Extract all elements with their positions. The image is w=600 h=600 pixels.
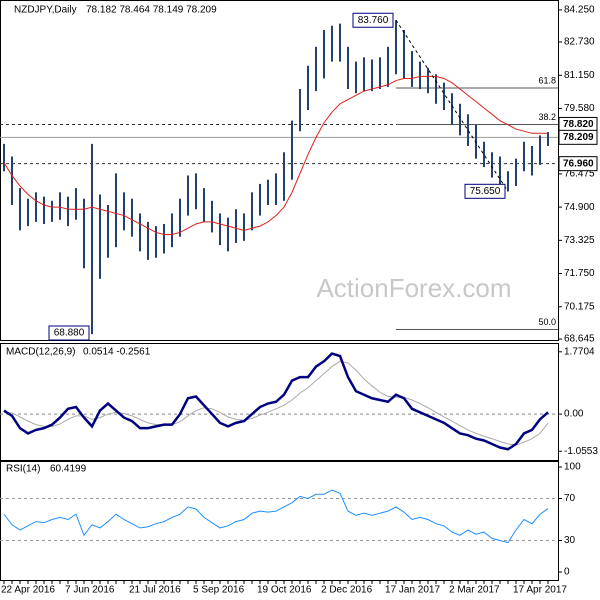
x-tick-label: 17 Jan 2017 [385, 585, 440, 596]
macd-line [3, 352, 549, 451]
y-tick-label: 68.645 [564, 334, 595, 345]
y-tick-label: 1.7704 [564, 346, 595, 357]
price-box-label: 78.820 [563, 119, 594, 130]
y-tick-label: 84.250 [564, 5, 595, 16]
rsi-readout: 60.4199 [50, 464, 87, 475]
last-quote: 78.182 78.464 78.149 78.209 [86, 5, 217, 16]
price-box [558, 156, 598, 172]
macd-readout: 0.0514 -0.2561 [83, 347, 151, 358]
y-tick-label: 30 [564, 535, 576, 546]
annotation-box [464, 183, 506, 199]
x-tick-label: 2 Mar 2017 [449, 585, 500, 596]
trend-line [395, 19, 509, 192]
x-tick-label: 17 Apr 2017 [513, 585, 567, 596]
y-tick-label: 70.175 [564, 301, 595, 312]
x-tick-label: 7 Jun 2016 [65, 585, 115, 596]
annotation-box [48, 325, 90, 341]
fib-label: 38.2 [538, 112, 556, 122]
y-tick-label: 100 [564, 462, 581, 473]
annotation-box [352, 12, 394, 28]
annotation-label: 68.880 [54, 328, 85, 339]
price-box-label: 78.209 [563, 132, 594, 143]
y-tick-label: -1.0553 [564, 446, 598, 457]
y-tick-label: 76.475 [564, 169, 595, 180]
x-tick-label: 5 Sep 2016 [193, 585, 245, 596]
price-box [558, 129, 598, 145]
x-tick-label: 22 Apr 2016 [1, 585, 55, 596]
rsi-panel [0, 461, 559, 581]
macd-line [3, 360, 549, 446]
y-tick-label: 79.580 [564, 103, 595, 114]
chart-title: NZDJPY,Daily [14, 5, 77, 16]
watermark: ActionForex.com [316, 273, 511, 303]
moving-average [3, 75, 548, 236]
fib-label: 50.0 [538, 317, 556, 327]
y-tick-label: 71.750 [564, 268, 595, 279]
price-box-label: 76.960 [563, 158, 594, 169]
macd-panel [0, 343, 559, 461]
rsi-line [3, 489, 549, 544]
annotation-label: 75.650 [470, 186, 501, 197]
x-tick-label: 19 Oct 2016 [257, 585, 312, 596]
y-tick-label: 0 [564, 567, 570, 578]
annotation-label: 83.760 [358, 15, 389, 26]
x-tick-label: 2 Dec 2016 [321, 585, 373, 596]
y-tick-label: 70 [564, 493, 576, 504]
y-tick-label: 81.150 [564, 70, 595, 81]
macd-title: MACD(12,26,9) [6, 347, 75, 358]
y-tick-label: 74.900 [564, 202, 595, 213]
rsi-title: RSI(14) [6, 464, 40, 475]
y-tick-label: 0.00 [564, 409, 584, 420]
x-tick-label: 21 Jul 2016 [129, 585, 181, 596]
y-tick-label: 73.325 [564, 235, 595, 246]
y-tick-label: 82.730 [564, 37, 595, 48]
fib-label: 61.8 [538, 75, 556, 85]
